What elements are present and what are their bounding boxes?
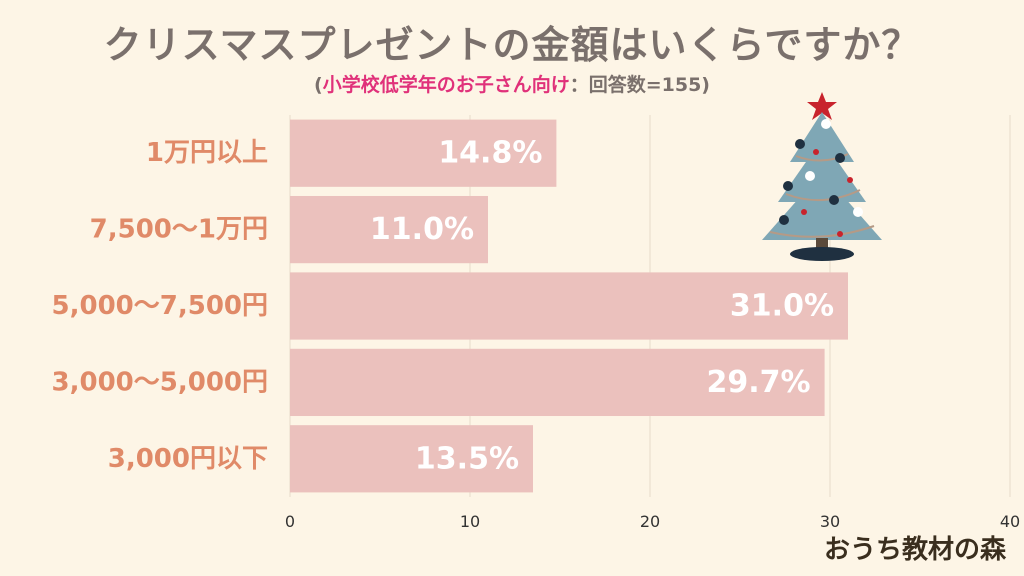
category-label: 7,500〜1万円 [90, 215, 268, 245]
category-label: 3,000円以下 [108, 444, 268, 474]
x-tick-label: 0 [285, 512, 295, 531]
x-tick-label: 20 [640, 512, 660, 531]
data-label: 31.0% [730, 289, 834, 324]
category-label: 3,000〜5,000円 [52, 367, 268, 397]
subtitle-open: ( [314, 74, 323, 96]
christmas-tree-icon [762, 92, 882, 261]
x-tick-label: 40 [1000, 512, 1020, 531]
chart-title: クリスマスプレゼントの金額はいくらですか？ [103, 23, 921, 67]
data-label: 13.5% [415, 441, 519, 476]
category-label: 1万円以上 [146, 138, 268, 168]
brand-watermark: おうち教材の森 [823, 535, 1006, 565]
data-label: 14.8% [438, 136, 542, 171]
x-tick-label: 30 [820, 512, 840, 531]
data-label: 29.7% [707, 365, 811, 400]
bar [290, 272, 848, 340]
subtitle-highlight: 小学校低学年のお子さん向け [322, 74, 570, 96]
category-label: 5,000〜7,500円 [52, 291, 268, 321]
x-tick-label: 10 [460, 512, 480, 531]
subtitle-rest: ：回答数=155) [569, 74, 710, 96]
bar [290, 119, 557, 187]
bar [290, 348, 825, 417]
chart-subtitle: (小学校低学年のお子さん向け：回答数=155) [0, 70, 1024, 97]
data-label: 11.0% [370, 212, 474, 247]
bar [290, 195, 488, 264]
bar [290, 425, 533, 493]
